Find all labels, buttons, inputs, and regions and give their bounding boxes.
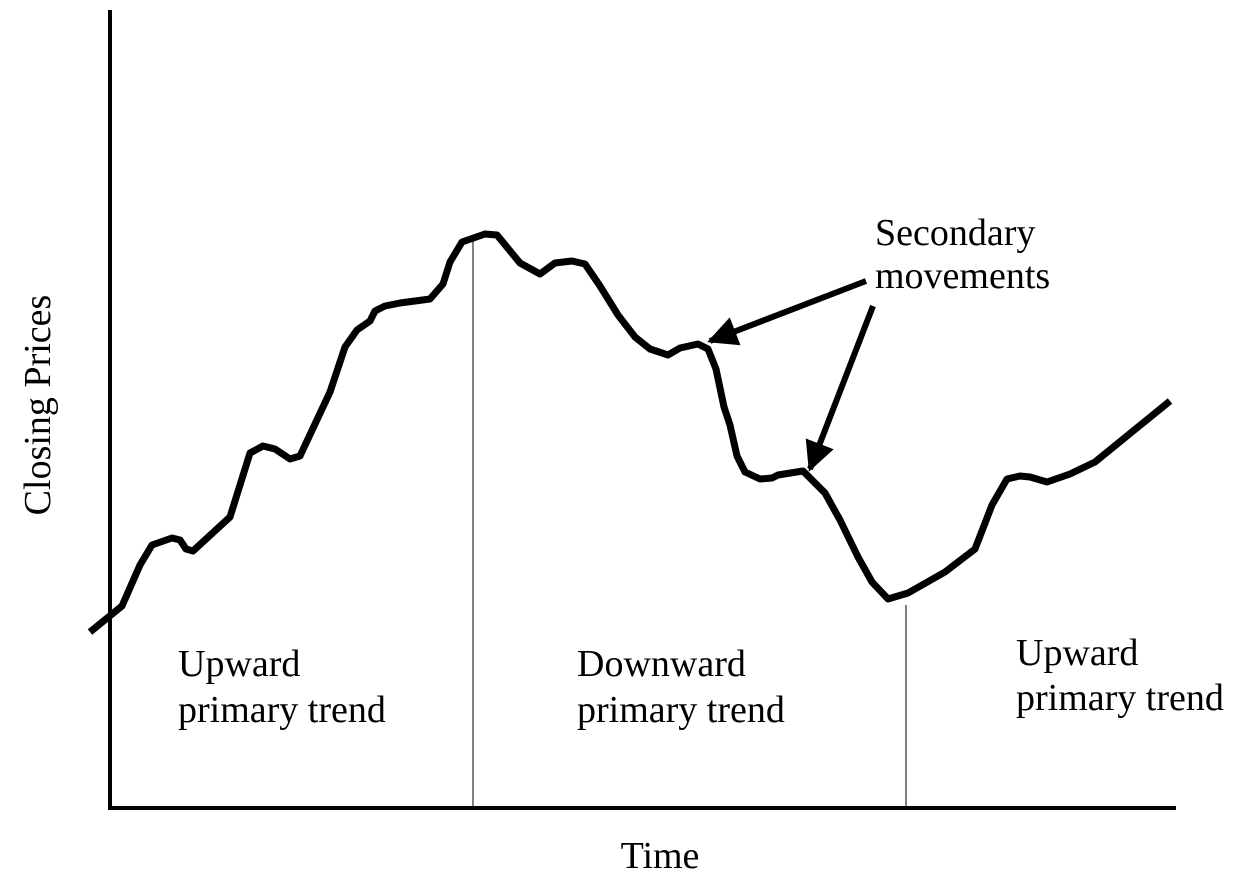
arrow	[707, 278, 868, 346]
region-label: primary trend	[577, 689, 785, 731]
price-line	[87, 230, 1173, 635]
x-axis-label: Time	[621, 835, 700, 877]
region-label: Downward	[577, 643, 746, 685]
arrow	[805, 304, 876, 472]
annotation-line: Secondary	[875, 212, 1035, 254]
annotation-line: movements	[875, 255, 1050, 297]
y-axis-label: Closing Prices	[17, 295, 59, 516]
region-label: primary trend	[1016, 677, 1224, 719]
region-label: primary trend	[178, 689, 386, 731]
region-label: Upward	[178, 643, 300, 685]
region-label: Upward	[1016, 632, 1138, 674]
